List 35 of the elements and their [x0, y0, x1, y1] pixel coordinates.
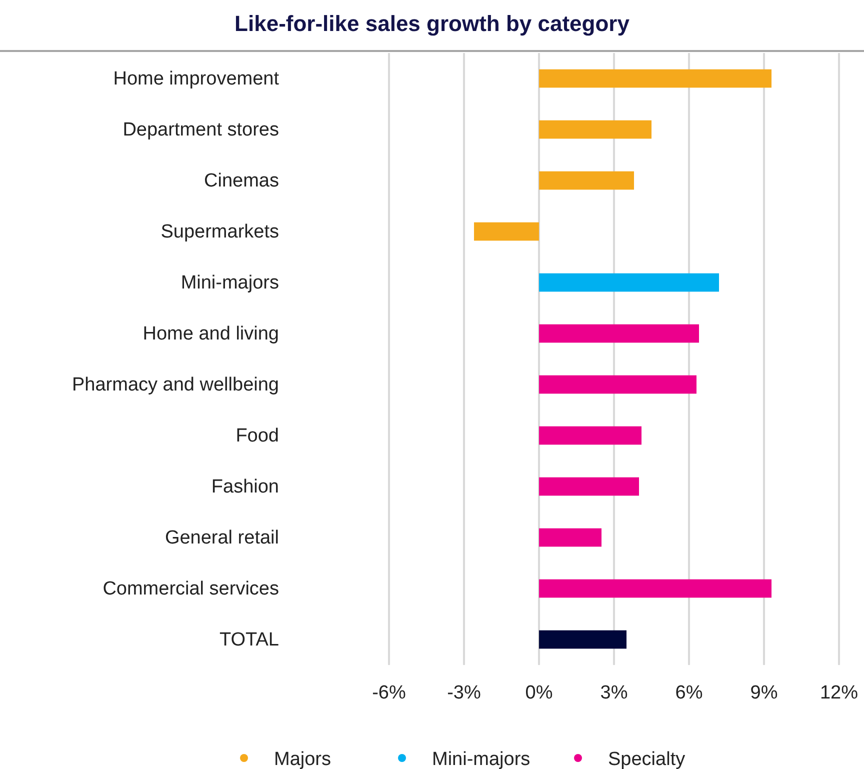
legend-label: Specialty	[608, 749, 686, 769]
x-tick-label: 3%	[600, 682, 628, 704]
chart-title: Like-for-like sales growth by category	[234, 11, 630, 36]
y-tick-label: General retail	[164, 528, 279, 549]
y-tick-label: Home and living	[142, 324, 279, 345]
legend-label: Mini-majors	[432, 749, 530, 769]
x-tick-label: -3%	[447, 682, 481, 704]
y-tick-label: Fashion	[211, 476, 279, 498]
bar	[474, 222, 539, 241]
bar	[539, 579, 772, 598]
bar	[539, 324, 699, 343]
y-tick-label: Department stores	[122, 120, 279, 141]
bar	[539, 477, 639, 496]
bar	[539, 171, 634, 190]
x-tick-label: 0%	[525, 682, 553, 704]
bar	[539, 69, 772, 88]
x-tick-label: -6%	[372, 682, 406, 704]
x-tick-label: 12%	[820, 682, 858, 704]
legend-label: Majors	[274, 749, 332, 769]
bar	[539, 120, 652, 139]
bar	[539, 375, 696, 394]
y-tick-label: Supermarkets	[160, 222, 279, 243]
bar	[539, 528, 602, 547]
y-tick-label: Home improvement	[113, 68, 280, 90]
x-tick-label: 6%	[675, 682, 703, 704]
bar	[539, 273, 719, 292]
y-tick-label: Mini-majors	[180, 272, 279, 294]
y-tick-label: TOTAL	[220, 630, 279, 651]
bar	[539, 426, 642, 445]
y-tick-label: Food	[236, 426, 279, 447]
y-tick-label: Commercial services	[102, 578, 279, 600]
y-tick-label: Cinemas	[204, 170, 279, 192]
bar	[539, 630, 626, 649]
y-tick-label: Pharmacy and wellbeing	[72, 374, 279, 396]
x-tick-label: 9%	[750, 682, 778, 704]
